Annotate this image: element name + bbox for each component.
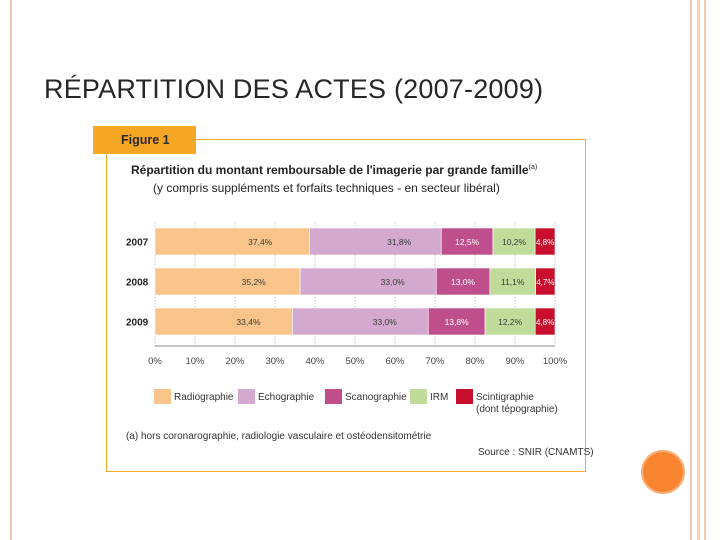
chart-title-note: (a) — [528, 164, 538, 171]
x-tick-label: 20% — [225, 356, 245, 367]
chart-subtitle: (y compris suppléments et forfaits techn… — [153, 181, 500, 195]
bar-value-label: 4,7% — [536, 278, 554, 287]
figure-tab: Figure 1 — [93, 126, 196, 154]
bar-value-label: 37,4% — [248, 237, 273, 247]
legend-label-echographie: Echographie — [258, 392, 315, 403]
bar-value-label: 33,4% — [236, 317, 261, 327]
bar-value-label: 13,8% — [445, 317, 470, 327]
bar-segment-scintigraphie — [534, 307, 556, 336]
bar-value-label: 31,8% — [387, 237, 412, 247]
bar-value-label: 35,2% — [242, 277, 267, 287]
chart-title: Répartition du montant remboursable de l… — [131, 163, 537, 177]
x-tick-label: 60% — [385, 356, 405, 367]
decorative-orange-circle — [641, 450, 685, 494]
chart-title-text: Répartition du montant remboursable de l… — [131, 163, 529, 177]
bar-segment-echographie — [309, 227, 442, 256]
legend-swatch-scintigraphie — [456, 389, 473, 404]
x-tick-label: 80% — [465, 356, 485, 367]
legend-swatch-echographie — [238, 389, 255, 404]
x-tick-label: 10% — [185, 356, 205, 367]
legend-swatch-scanographie — [325, 389, 342, 404]
figure-frame — [106, 139, 586, 472]
axis-layer: 0% 10% 20% 30% 40% 50% 60% 70% 80% 90% 100% 2007 200… — [126, 238, 568, 368]
bar-segment-scanographie — [435, 267, 491, 296]
bar-value-label: 4,8% — [536, 318, 554, 327]
bar-segment-irm — [489, 267, 536, 296]
legend-swatch-radiographie — [154, 389, 171, 404]
bar-segment-radiographie — [154, 307, 293, 336]
x-tick-label: 100% — [543, 356, 568, 367]
bar-segment-echographie — [292, 307, 429, 336]
x-tick-label: 90% — [505, 356, 525, 367]
legend-swatch-irm — [410, 389, 427, 404]
right-decorative-line-wide — [697, 0, 700, 540]
figure-footnote: (a) hors coronarographie, radiologie vas… — [126, 431, 432, 442]
legend-label-radiographie: Radiographie — [174, 392, 234, 403]
bar-value-label: 4,8% — [536, 238, 554, 247]
bar-value-label: 12,2% — [498, 317, 523, 327]
legend-label-line2: (dont tépographie) — [476, 404, 558, 415]
category-label: 2009 — [126, 318, 149, 329]
category-label: 2008 — [126, 278, 149, 289]
right-decorative-line — [690, 0, 692, 540]
bar-value-label: 11,1% — [501, 277, 525, 287]
category-label: 2007 — [126, 238, 149, 249]
x-tick-label: 40% — [305, 356, 325, 367]
figure-source: Source : SNIR (CNAMTS) — [478, 447, 594, 458]
left-decorative-line — [10, 0, 12, 540]
legend-label-irm: IRM — [430, 392, 449, 403]
legend-label-scintigraphie: Scintigraphie — [476, 392, 534, 403]
bar-value-label: 10,2% — [502, 237, 527, 247]
right-decorative-line-outer — [704, 0, 706, 540]
x-tick-label: 30% — [265, 356, 285, 367]
x-tick-label: 70% — [425, 356, 445, 367]
bar-segment-irm — [484, 307, 536, 336]
slide-title: RÉPARTITION DES ACTES (2007-2009) — [44, 74, 544, 104]
bar-segment-irm — [492, 227, 536, 256]
bar-segment-echographie — [299, 267, 437, 296]
bar-segment-scintigraphie — [534, 227, 556, 256]
bar-segment-radiographie — [154, 267, 301, 296]
bar-value-label: 12,5% — [455, 237, 480, 247]
bar-segment-radiographie — [154, 227, 311, 256]
bar-segment-scintigraphie — [535, 267, 556, 296]
bar-segment-scanographie — [440, 227, 494, 256]
bar-value-label: 13,0% — [451, 277, 476, 287]
x-tick-label: 0% — [148, 356, 162, 367]
bars-layer — [154, 227, 556, 336]
x-tick-label: 50% — [345, 356, 365, 367]
legend-label-scanographie: Scanographie — [345, 392, 407, 403]
bar-value-label: 33,0% — [373, 317, 398, 327]
labels-layer: 37,4% 31,8% 12,5% 10,2% 4,8% 35,2% 33,0% 13,0% 1… — [236, 237, 554, 327]
bar-value-label: 33,0% — [381, 277, 406, 287]
